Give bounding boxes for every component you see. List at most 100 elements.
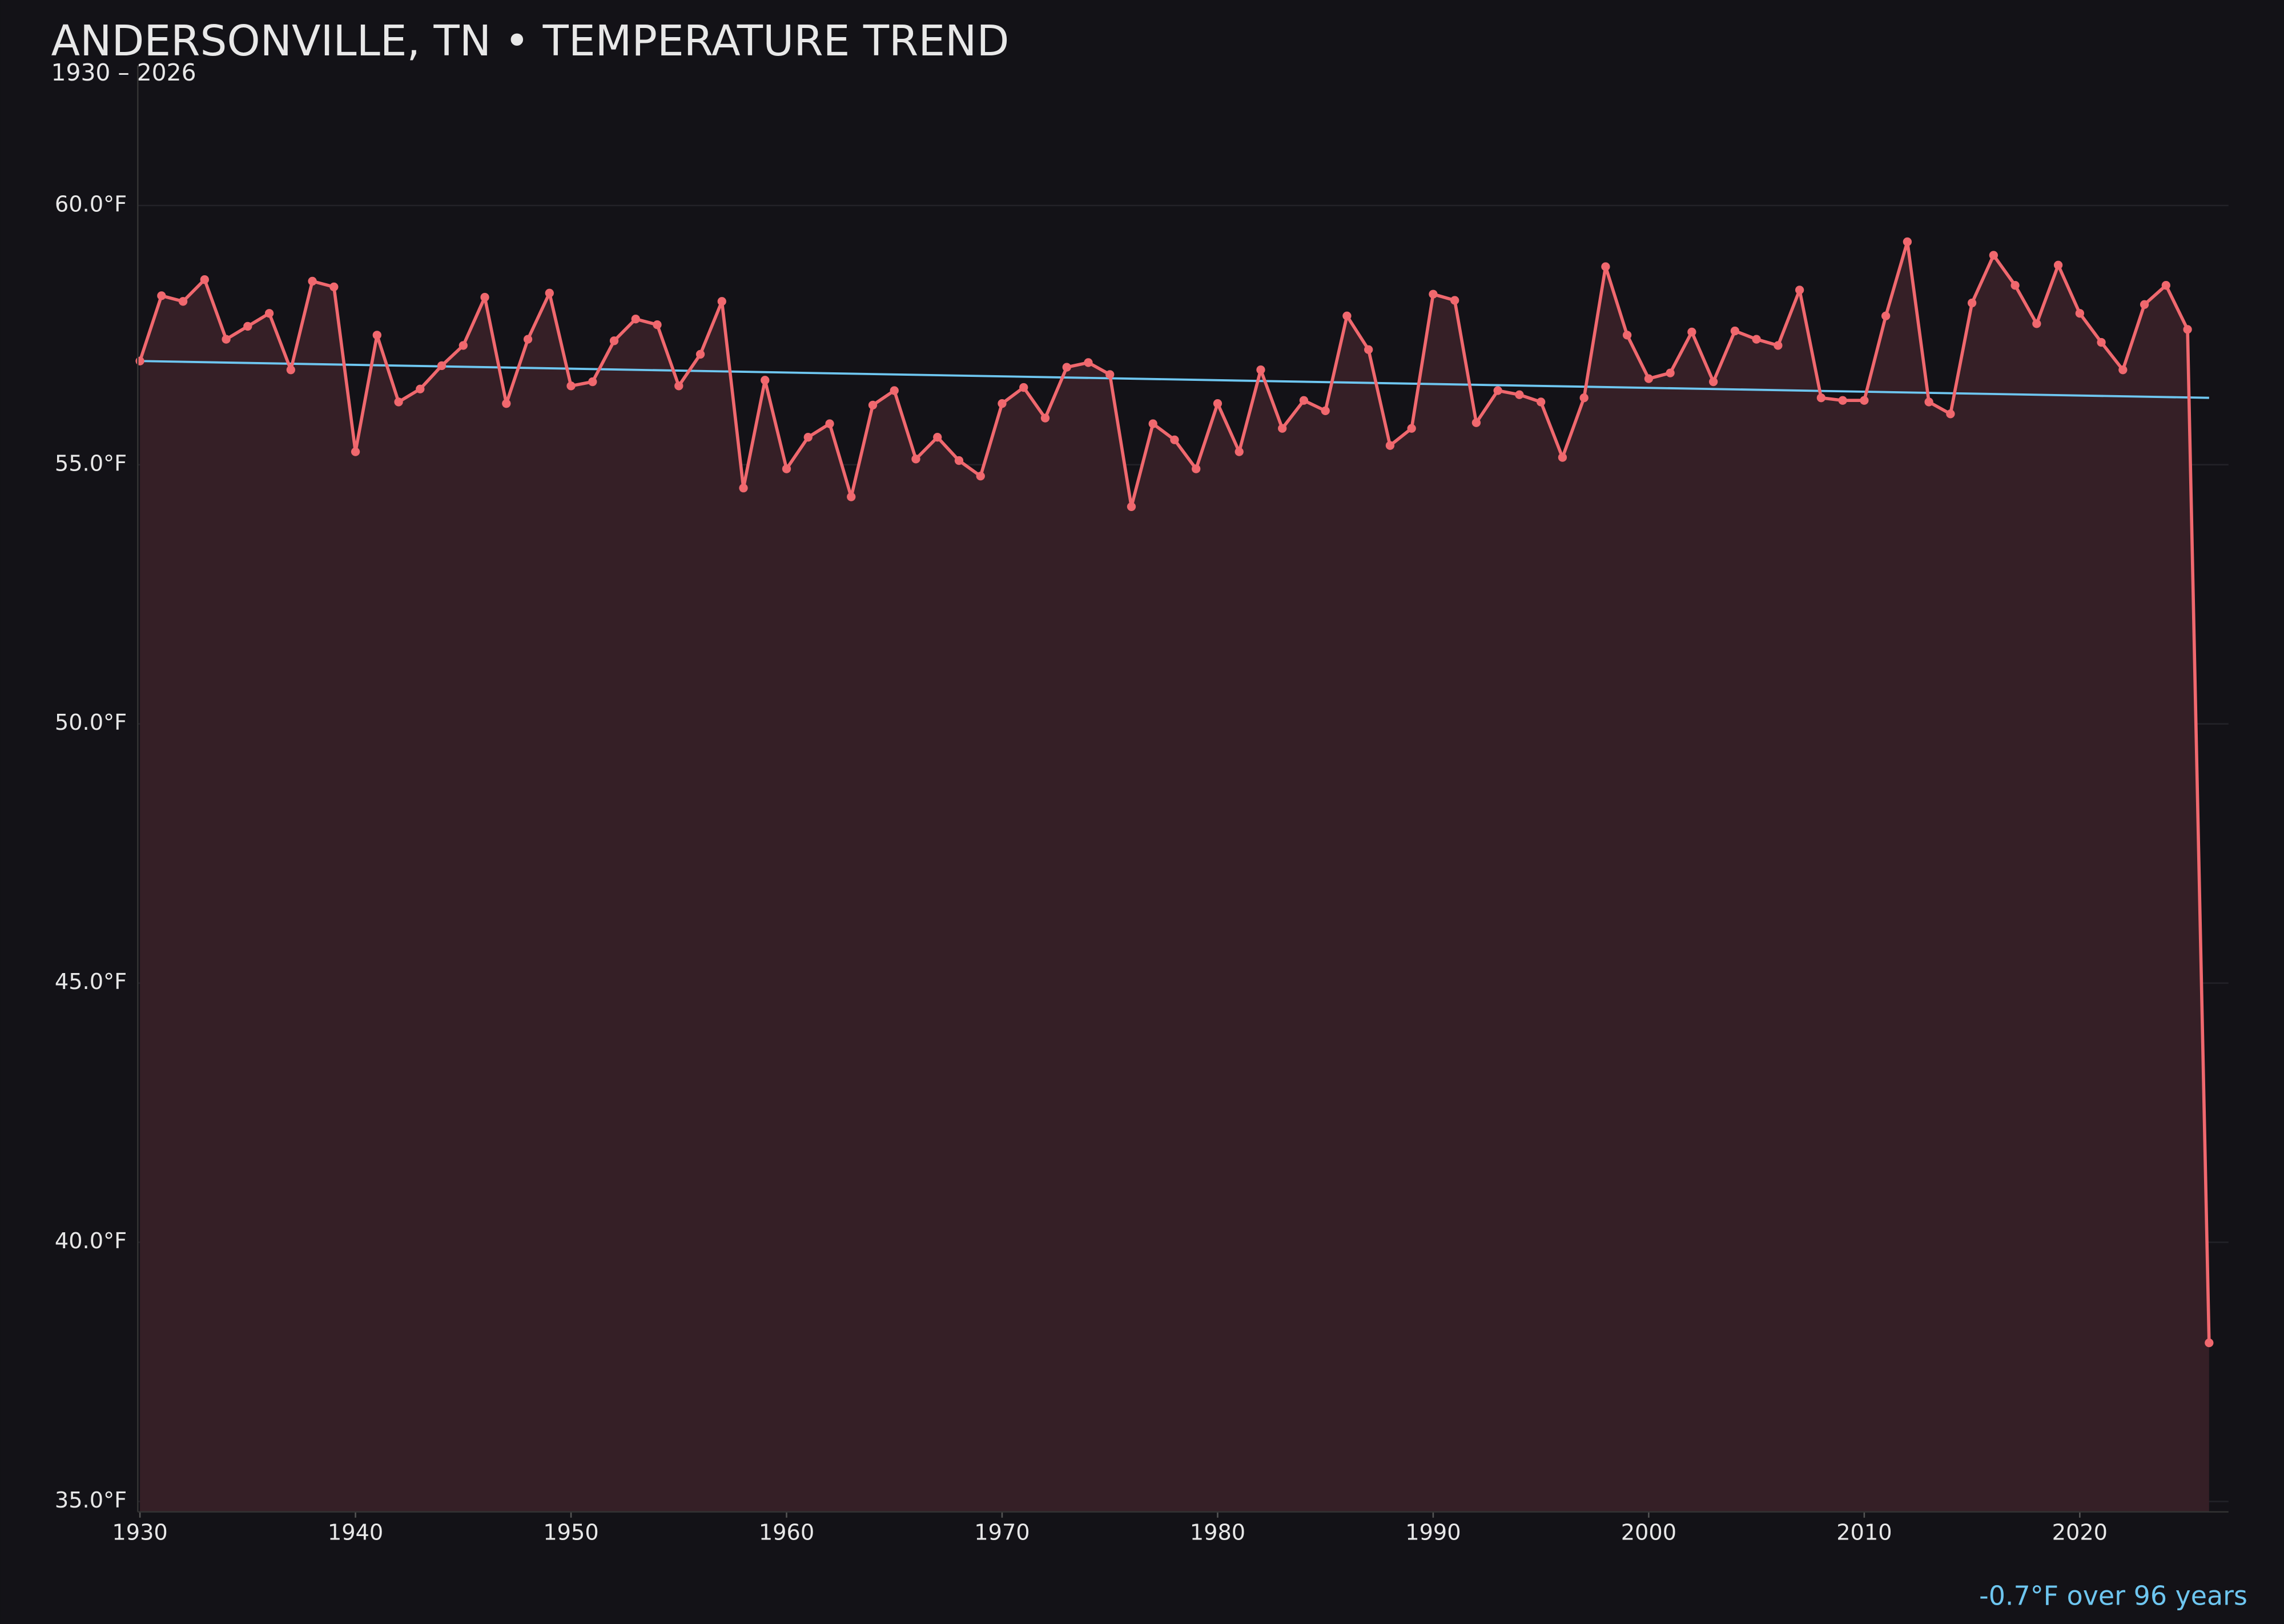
point — [1537, 397, 1546, 407]
x-tick-label: 2010 — [1836, 1520, 1892, 1545]
point — [1148, 419, 1157, 428]
point — [1364, 345, 1373, 354]
point — [200, 275, 209, 284]
point — [243, 321, 252, 331]
point — [631, 315, 640, 324]
x-tick-label: 1990 — [1405, 1520, 1461, 1545]
point — [1558, 453, 1567, 462]
point — [459, 341, 468, 350]
point — [1795, 286, 1804, 295]
x-tick-label: 1980 — [1190, 1520, 1245, 1545]
point — [911, 455, 920, 464]
y-tick-label: 35.0°F — [55, 1488, 127, 1513]
point — [2118, 365, 2128, 375]
chart-subtitle: 1930 – 2026 — [51, 59, 196, 86]
point — [588, 377, 597, 387]
y-tick-label: 60.0°F — [55, 191, 127, 217]
point — [1816, 393, 1826, 403]
point — [1192, 464, 1201, 473]
point — [609, 336, 619, 345]
point — [1989, 251, 1998, 260]
y-tick-label: 45.0°F — [55, 969, 127, 995]
point — [739, 484, 748, 493]
point — [1256, 365, 1265, 375]
point — [803, 433, 813, 442]
point — [545, 288, 554, 298]
point — [264, 309, 274, 318]
point — [329, 282, 339, 292]
point — [394, 397, 403, 407]
point — [2161, 281, 2170, 290]
point — [1493, 386, 1502, 395]
point — [1860, 396, 1869, 405]
point — [437, 361, 447, 371]
point — [1644, 374, 1654, 383]
point — [2183, 325, 2192, 334]
point — [1515, 390, 1524, 399]
chart-title: ANDERSONVILLE, TN • TEMPERATURE TREND — [51, 17, 1010, 66]
point — [157, 291, 166, 300]
point — [2097, 337, 2106, 347]
trend-line — [140, 360, 2209, 399]
point — [782, 464, 791, 473]
point — [1127, 502, 1136, 511]
point — [1429, 290, 1438, 299]
point — [1579, 393, 1589, 403]
point — [695, 349, 705, 359]
x-tick-label: 1960 — [759, 1520, 814, 1545]
area — [140, 242, 2209, 1512]
point — [825, 419, 834, 428]
point — [761, 376, 770, 385]
y-tick-label: 40.0°F — [55, 1228, 127, 1254]
point — [2075, 309, 2084, 318]
point — [1105, 370, 1115, 379]
point — [2053, 260, 2063, 270]
point — [1708, 377, 1718, 387]
point — [933, 433, 942, 442]
point — [1170, 435, 1179, 444]
point — [1084, 358, 1093, 367]
point — [416, 384, 425, 393]
point — [1924, 397, 1933, 407]
point — [998, 399, 1007, 408]
point — [286, 365, 295, 375]
point — [1903, 237, 1912, 247]
point — [1019, 383, 1028, 392]
point — [1278, 424, 1287, 433]
x-tick-label: 1940 — [328, 1520, 383, 1545]
point — [566, 381, 576, 391]
point — [1299, 396, 1309, 405]
point — [1601, 262, 1610, 271]
point — [178, 297, 188, 306]
point — [135, 356, 144, 365]
point — [1752, 335, 1761, 344]
point — [954, 456, 964, 465]
point — [2010, 281, 2020, 290]
point — [1342, 311, 1352, 320]
point — [308, 276, 317, 286]
point — [868, 400, 878, 410]
point — [1622, 331, 1632, 340]
point — [1471, 418, 1481, 427]
point — [1774, 341, 1783, 350]
y-tick-label: 55.0°F — [55, 451, 127, 476]
point — [1967, 298, 1977, 308]
point — [1838, 396, 1847, 405]
point — [1946, 409, 1955, 419]
point — [1407, 424, 1416, 433]
point — [1881, 311, 1891, 320]
point — [480, 292, 489, 302]
point — [653, 320, 662, 329]
point — [1040, 413, 1050, 423]
x-tick-label: 2000 — [1621, 1520, 1676, 1545]
x-tick-label: 1970 — [974, 1520, 1030, 1545]
point — [2205, 1338, 2214, 1348]
point — [2032, 319, 2041, 328]
point — [1687, 327, 1696, 337]
point — [1730, 326, 1740, 336]
point — [1062, 363, 1071, 372]
point — [890, 386, 899, 395]
x-tick-label: 1930 — [112, 1520, 167, 1545]
